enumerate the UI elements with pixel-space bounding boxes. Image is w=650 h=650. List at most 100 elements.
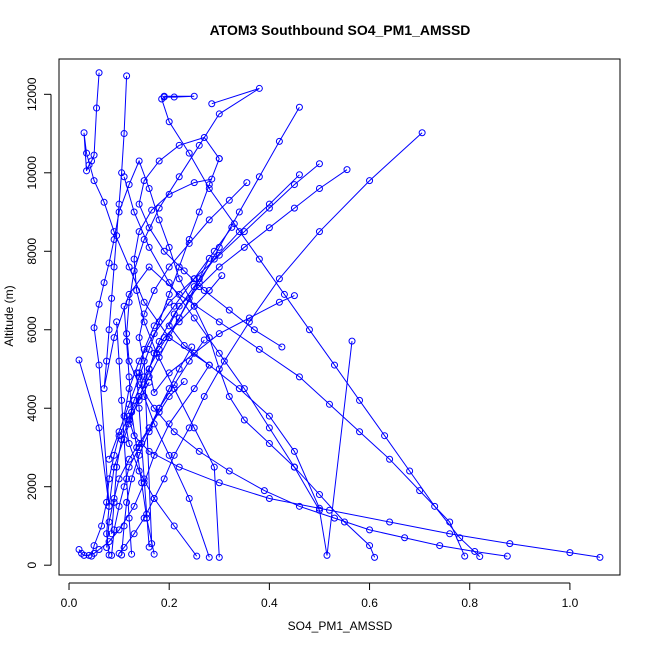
- data-point: [90, 542, 98, 550]
- x-tick-label: 0.0: [61, 596, 78, 610]
- data-point: [195, 283, 203, 291]
- data-point: [83, 149, 91, 157]
- data-point: [140, 310, 148, 318]
- data-point: [215, 349, 223, 357]
- data-point: [110, 334, 118, 342]
- series-4: [158, 92, 484, 561]
- data-point: [566, 549, 574, 557]
- data-point: [135, 157, 143, 165]
- data-point: [175, 314, 183, 322]
- data-point: [165, 392, 173, 400]
- data-point: [275, 137, 283, 145]
- data-point: [128, 408, 136, 416]
- data-point: [120, 412, 128, 420]
- series-25: [133, 369, 153, 551]
- data-point: [190, 349, 198, 357]
- data-point: [75, 356, 83, 364]
- data-point: [125, 290, 133, 298]
- series-18: [88, 254, 213, 560]
- series-line: [126, 87, 508, 557]
- data-point: [265, 424, 273, 432]
- data-point: [123, 338, 131, 346]
- data-point: [135, 228, 143, 236]
- data-point: [461, 552, 469, 560]
- data-point: [170, 93, 178, 101]
- data-point: [118, 396, 126, 404]
- series-12: [135, 133, 286, 351]
- series-line: [108, 158, 220, 460]
- data-point: [205, 181, 213, 189]
- series-line: [118, 132, 423, 554]
- data-point: [215, 330, 223, 338]
- data-point: [243, 179, 251, 187]
- data-point: [255, 345, 263, 353]
- data-point: [145, 378, 153, 386]
- series-line: [138, 182, 248, 544]
- data-point: [295, 502, 303, 510]
- data-point: [195, 208, 203, 216]
- data-point: [105, 475, 113, 483]
- data-point: [185, 494, 193, 502]
- data-point: [205, 254, 213, 262]
- data-point: [185, 424, 193, 432]
- data-point: [250, 326, 258, 334]
- data-point: [315, 160, 323, 168]
- data-point: [95, 361, 103, 369]
- data-point: [83, 167, 91, 175]
- y-tick-label: 4000: [25, 395, 39, 422]
- data-point: [265, 494, 273, 502]
- data-point: [240, 228, 248, 236]
- data-point: [115, 357, 123, 365]
- data-point: [88, 552, 96, 560]
- data-point: [145, 543, 153, 551]
- data-point: [125, 298, 133, 306]
- data-point: [220, 357, 228, 365]
- data-point: [200, 133, 208, 141]
- data-point: [120, 173, 128, 181]
- data-point: [386, 455, 394, 463]
- data-point: [103, 544, 111, 552]
- data-point: [418, 129, 426, 137]
- data-point: [125, 263, 133, 271]
- data-point: [165, 451, 173, 459]
- y-tick-label: 6000: [25, 316, 39, 343]
- data-point: [205, 287, 213, 295]
- data-point: [155, 204, 163, 212]
- data-point: [118, 436, 126, 444]
- data-point: [150, 389, 158, 397]
- data-point: [130, 208, 138, 216]
- data-point: [381, 432, 389, 440]
- data-point: [95, 300, 103, 308]
- data-point: [145, 424, 153, 432]
- data-point: [160, 334, 168, 342]
- data-point: [175, 141, 183, 149]
- series-line: [91, 258, 210, 557]
- data-point: [155, 408, 163, 416]
- data-point: [150, 404, 158, 412]
- data-point: [245, 314, 253, 322]
- data-point: [115, 502, 123, 510]
- data-point: [255, 173, 263, 181]
- data-point: [175, 302, 183, 310]
- x-tick-label: 0.6: [361, 596, 378, 610]
- data-point: [145, 224, 153, 232]
- data-point: [133, 287, 141, 295]
- series-7: [115, 129, 426, 557]
- data-point: [108, 551, 116, 559]
- data-point: [100, 385, 108, 393]
- series-line: [106, 275, 223, 556]
- x-axis: 0.0 0.2 0.4 0.6 0.8 1.0: [61, 582, 579, 610]
- data-point: [325, 400, 333, 408]
- data-point: [165, 290, 173, 298]
- data-point: [456, 534, 464, 542]
- data-point: [205, 361, 213, 369]
- data-point: [150, 494, 158, 502]
- data-point: [120, 544, 128, 552]
- data-point: [295, 103, 303, 111]
- series-24: [113, 318, 136, 558]
- data-point: [120, 522, 128, 530]
- data-point: [90, 151, 98, 159]
- data-point: [145, 373, 153, 381]
- data-point: [315, 491, 323, 499]
- data-point: [210, 463, 218, 471]
